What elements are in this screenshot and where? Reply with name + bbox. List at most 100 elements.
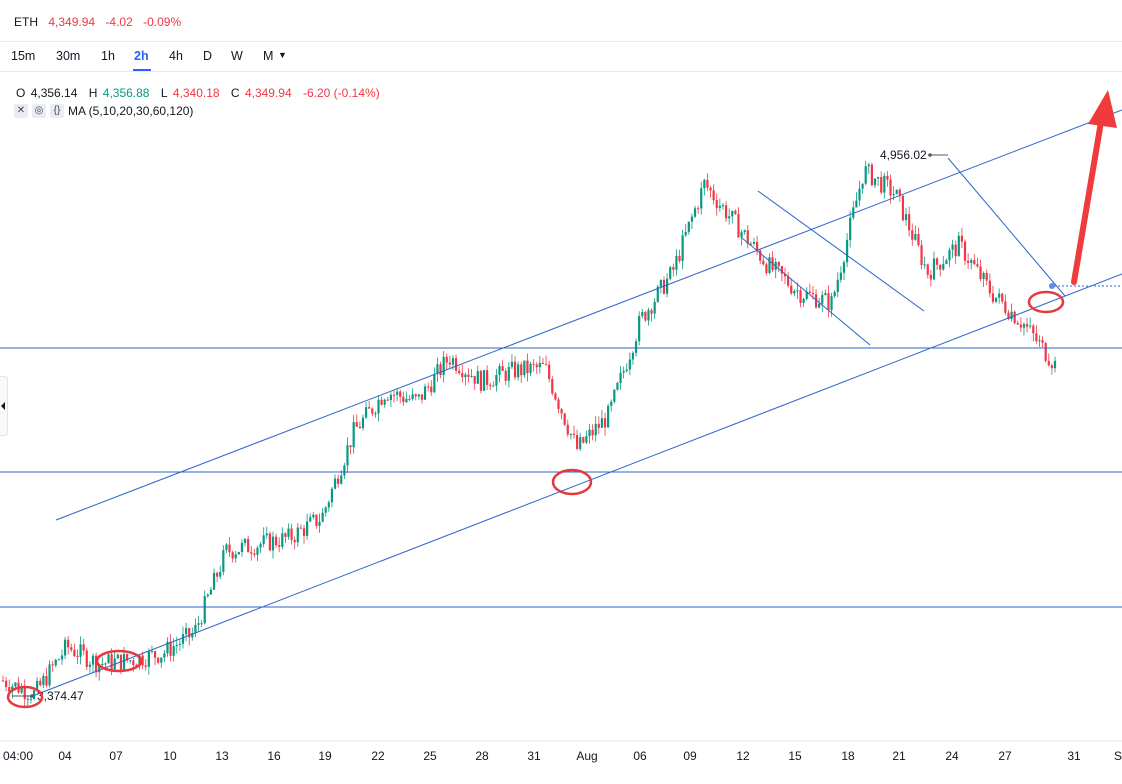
candle-body [1041,340,1044,343]
candle-body [184,628,188,635]
chevron-down-icon[interactable]: ▼ [278,50,287,60]
candle-body [206,594,209,597]
x-axis-labels: 04:00 04 07 10 13 16 19 22 25 28 31 Aug 06 09 12 15 18 21… [3,749,1122,763]
candle-body [1025,324,1029,327]
candle-body [172,646,175,656]
candle-body [855,200,858,208]
x-tick-label: 09 [683,749,697,763]
candle-body [318,521,321,526]
candle-body [532,363,535,365]
candle-body [762,260,765,265]
touch-point-marker [6,685,44,709]
candle-body [222,550,225,572]
candle-body [107,654,110,664]
candle-body [20,687,23,693]
tab-1h[interactable]: 1h [101,49,115,63]
tab-d[interactable]: D [203,49,213,63]
candle-body [352,422,355,448]
candle-body [94,655,98,673]
candle-body [659,279,662,287]
candle-body [442,356,445,376]
candle-body [926,264,929,275]
candle-body [439,364,442,376]
descending-trendline [947,157,1066,297]
candle-body [700,188,703,209]
candle-body [495,374,498,386]
candle-body [470,376,473,378]
candle-body [898,189,901,196]
candle-body [200,623,203,625]
eye-icon[interactable]: ◎ [32,104,46,118]
candle-body [914,233,917,240]
candle-body [82,644,85,651]
tab-30m[interactable]: 30m [56,49,81,63]
candle-body [498,366,501,375]
candle-body [1019,324,1022,328]
candlestick-series [1,160,1057,708]
candle-body [985,273,988,281]
candle-body [1004,301,1007,313]
candle-body [672,267,675,270]
candle-body [991,293,995,302]
candle-body [501,366,504,371]
candle-body [656,286,659,302]
candle-body [634,341,638,353]
candle-body [610,401,613,406]
candle-body [262,535,265,545]
candle-body [911,230,914,240]
candle-body [908,214,911,231]
candle-body [209,589,213,595]
x-tick-label: 04 [58,749,72,763]
candle-body [423,386,427,400]
candle-body [638,315,641,342]
candle-body [811,292,815,295]
tab-2h[interactable]: 2h [134,49,149,63]
candle-body [759,250,762,261]
candle-body [389,394,393,400]
tab-15m[interactable]: 15m [11,49,36,63]
candle-body [951,244,954,250]
candle-body [126,654,129,661]
candle-body [175,644,178,647]
candle-body [787,276,790,286]
candle-body [1029,325,1032,327]
symbol-name[interactable]: ETH [14,15,38,29]
price-change-pct: -0.09% [143,15,182,29]
tab-m[interactable]: M [263,49,274,63]
candle-body [420,394,424,400]
tab-4h[interactable]: 4h [169,49,183,63]
candle-body [886,175,889,180]
candle-body [805,291,808,299]
candle-body [622,371,625,373]
code-braces-icon[interactable]: {} [50,104,64,118]
candle-body [842,262,846,273]
candle-body [73,649,76,656]
candle-body [243,539,247,543]
candle-body [520,364,523,376]
candle-body [492,385,495,387]
candle-body [219,571,222,577]
candle-body [293,539,296,543]
candle-body [867,164,870,167]
candle-body [1050,365,1053,369]
candle-body [489,384,492,387]
candle-body [1001,293,1004,302]
candle-body [383,399,386,405]
candle-body [281,533,284,547]
candle-body [259,544,262,548]
collapse-panel-handle[interactable] [0,376,8,436]
channel-lower-line [29,273,1122,698]
low-marker-dot [30,694,34,698]
candle-body [889,179,892,196]
candle-body [144,665,147,667]
candle-body [752,241,756,244]
tab-w[interactable]: W [231,49,243,63]
close-icon[interactable]: ✕ [14,104,28,118]
candle-body [129,660,132,662]
candle-body [79,644,82,657]
candle-body [39,680,42,686]
candle-body [240,542,244,552]
candle-body [212,572,216,590]
candle-body [104,663,107,665]
